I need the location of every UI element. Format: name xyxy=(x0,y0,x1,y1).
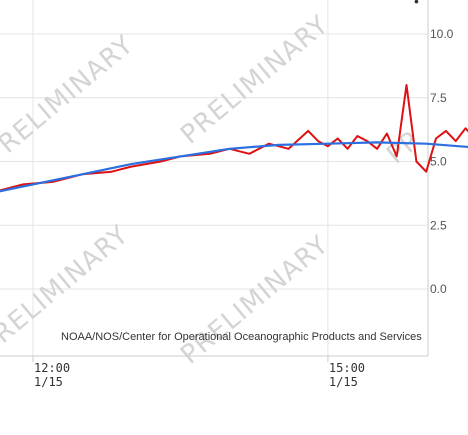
x-tick-date: 1/15 xyxy=(34,375,63,389)
y-axis: 10.0 7.5 5.0 2.5 0.0 xyxy=(430,27,454,296)
y-tick-label: 2.5 xyxy=(430,218,447,232)
series-group xyxy=(0,84,468,193)
x-tick-label: 15:00 xyxy=(329,361,365,375)
credit-text: NOAA/NOS/Center for Operational Oceanogr… xyxy=(61,331,422,343)
x-tick-date: 1/15 xyxy=(329,375,358,389)
x-tick-label: 12:00 xyxy=(34,361,70,375)
y-tick-label: 10.0 xyxy=(430,27,454,41)
y-tick-label: 0.0 xyxy=(430,282,447,296)
y-tick-label: 5.0 xyxy=(430,155,447,169)
y-tick-label: 7.5 xyxy=(430,91,447,105)
grid xyxy=(0,0,429,357)
series-predicted-line xyxy=(0,141,468,193)
corner-mark: • xyxy=(414,0,419,9)
